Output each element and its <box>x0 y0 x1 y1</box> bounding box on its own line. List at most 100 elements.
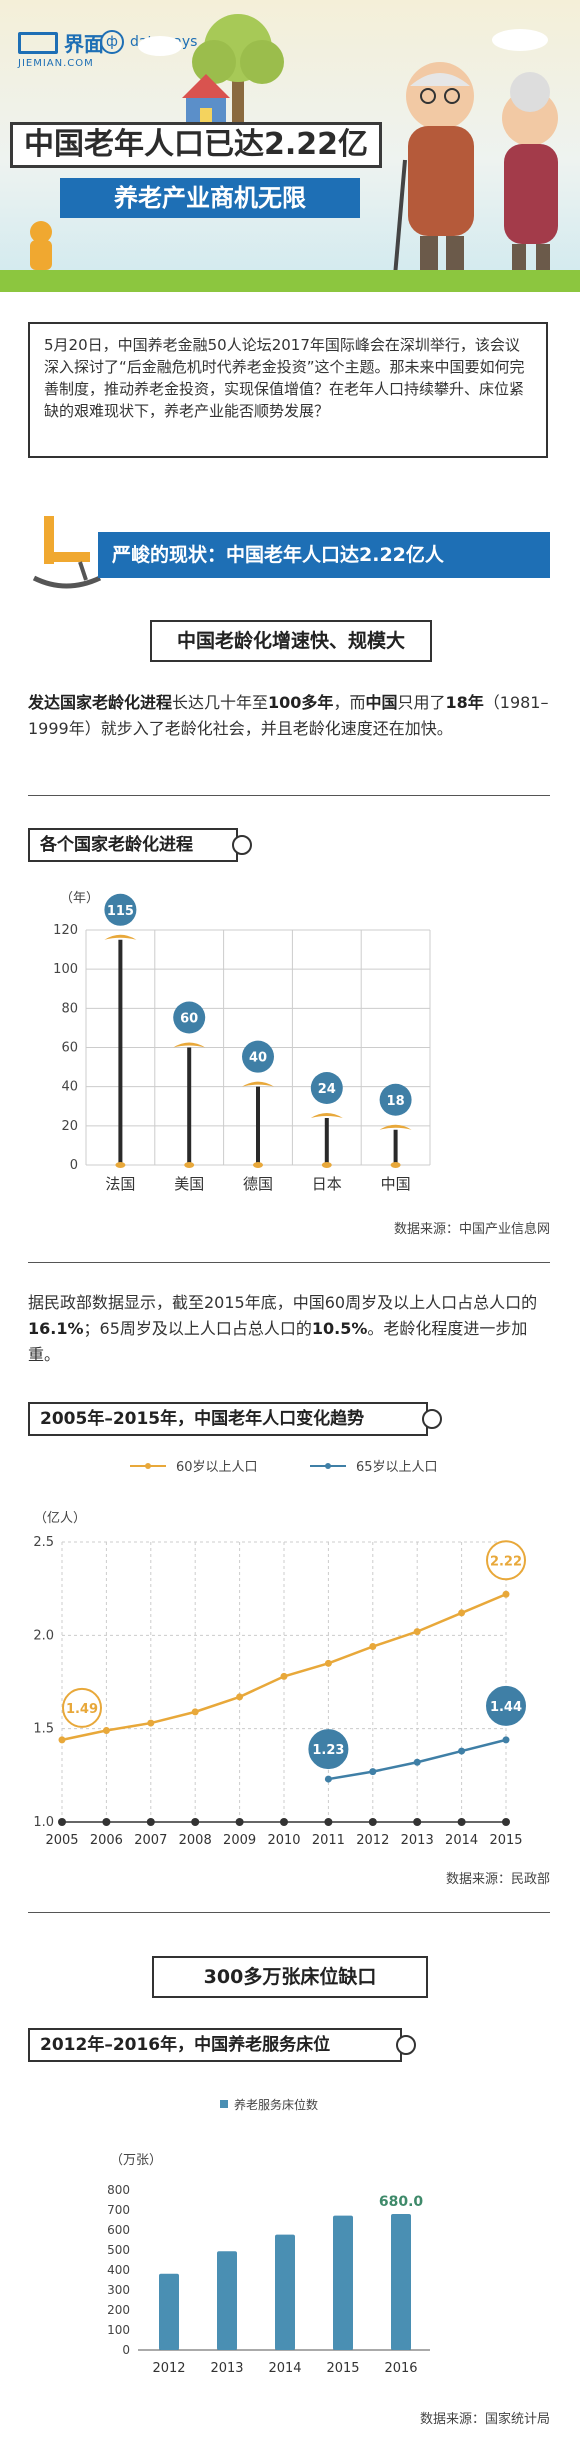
chart2-legend-label: 60岁以上人口 <box>176 1460 258 1475</box>
brand-name: 界面 <box>64 32 104 56</box>
chart2-legend-marker <box>325 1463 331 1469</box>
chart3-ytick: 0 <box>122 2343 130 2357</box>
chart1-title: 各个国家老龄化进程 <box>28 828 252 862</box>
chart3-category-label: 2014 <box>268 2361 301 2376</box>
chart2-axis-dot <box>368 1818 377 1826</box>
chart1-ylabel: （年） <box>60 891 99 906</box>
chart1-value-label: 18 <box>387 1094 405 1109</box>
chart2-title-text: 2005年–2015年，中国老年人口变化趋势 <box>40 1409 365 1429</box>
chart2-axis-dot <box>457 1818 466 1826</box>
chart3-ytick: 400 <box>107 2263 130 2277</box>
chart2-xtick: 2011 <box>312 1833 345 1848</box>
chart2-xtick: 2006 <box>90 1833 123 1848</box>
chart2-xtick: 2009 <box>223 1833 256 1848</box>
para-text: 长达几十年至 <box>172 693 269 712</box>
chart3-category-label: 2015 <box>326 2361 359 2376</box>
elderly-population-line-chart: 60岁以上人口 65岁以上人口 （亿人） 2005 2006 2007 2008 2009 20… <box>33 1460 526 1848</box>
chart1-bar-base <box>321 1162 332 1168</box>
chart3-source: 数据来源：国家统计局 <box>419 2412 550 2427</box>
divider <box>28 1912 550 1913</box>
title-circle-icon <box>396 2035 416 2055</box>
chart3-ytick: 800 <box>107 2183 130 2197</box>
chart3-category-label: 2012 <box>152 2361 185 2376</box>
chart1-value-badge <box>173 1001 206 1034</box>
chart1-value-badge <box>310 1072 343 1104</box>
chart2-ytick: 1.5 <box>33 1722 54 1737</box>
section-title: 严峻的现状：中国老年人口达2.22亿人 <box>112 544 444 566</box>
chart2-axis-dot <box>58 1818 66 1826</box>
chart2-xtick: 2015 <box>489 1833 522 1848</box>
chart1-ytick: 0 <box>70 1158 78 1173</box>
rocking-chair-icon <box>32 516 102 589</box>
chart1-bar-cap <box>104 934 137 940</box>
subtitle-box: 养老产业商机无限 <box>60 178 360 218</box>
chart2-xtick: 2012 <box>356 1833 389 1848</box>
chart3-ytick: 300 <box>107 2283 130 2297</box>
chart2-axis-dot <box>102 1818 111 1826</box>
chart1-value-badge <box>104 893 137 926</box>
para-emph: 中国 <box>365 693 398 712</box>
brand-logo-icon <box>18 31 58 54</box>
chart1-bar-base <box>184 1162 195 1168</box>
chart2-ytick: 2.0 <box>33 1628 54 1643</box>
chart1-bar-base <box>253 1162 263 1168</box>
chart2-series-point <box>413 1758 421 1766</box>
chart2-series-point <box>458 1747 466 1755</box>
chart2-value-label: 1.23 <box>312 1743 344 1758</box>
chart2-ytick: 1.0 <box>33 1815 54 1830</box>
chart3-ytick: 600 <box>107 2223 130 2237</box>
chart1-value-label: 24 <box>318 1082 336 1097</box>
divider <box>28 1262 550 1263</box>
chart2-xtick: 2013 <box>401 1833 434 1848</box>
chart3-ylabel: （万张） <box>110 2153 162 2168</box>
chart2-xtick: 2014 <box>445 1833 478 1848</box>
chart1-category-label: 美国 <box>174 1175 204 1193</box>
chart1-bar-base <box>115 1162 126 1168</box>
chart1-ytick: 120 <box>53 923 78 938</box>
chart2-xtick: 2007 <box>134 1833 167 1848</box>
chart2-ytick: 2.5 <box>33 1535 54 1550</box>
title-circle-icon <box>422 1409 442 1429</box>
chart3-ytick: 100 <box>107 2323 130 2337</box>
chart2-xtick: 2005 <box>45 1833 78 1848</box>
chart2-axis-dot <box>502 1818 510 1826</box>
chart2-axis-dot <box>235 1818 244 1826</box>
chart2-series-point <box>369 1643 377 1651</box>
chart2-value-badge <box>62 1687 102 1728</box>
chart2-value-badge <box>308 1729 349 1770</box>
para-text: 。老龄化程度进一步加重。 <box>28 1319 528 1364</box>
chart2-series-point <box>280 1672 288 1680</box>
bed-gap-heading: 300多万张床位缺口 <box>152 1956 428 1998</box>
chart3-category-label: 2013 <box>210 2361 243 2376</box>
chart3-title: 2012年–2016年，中国养老服务床位 <box>28 2028 416 2062</box>
chart2-axis-dot <box>146 1818 155 1826</box>
chart2-value-label: 2.22 <box>490 1554 522 1569</box>
para-emph: 18年 <box>445 693 484 712</box>
data-says-icon: ф <box>100 30 124 54</box>
chart3-category-label: 2016 <box>384 2361 417 2376</box>
chart2-series-point <box>502 1590 510 1598</box>
chart1-ytick: 60 <box>61 1041 78 1056</box>
aging-paragraph: 发达国家老龄化进程长达几十年至100多年，而中国只用了18年（1981–1999… <box>28 690 550 742</box>
chart1-title-text: 各个国家老龄化进程 <box>40 835 193 855</box>
chart3-bar <box>159 2273 179 2350</box>
para-emph: 16.1% <box>28 1319 84 1338</box>
aging-progress-bar-chart: （年） 0 20 40 60 80 100 120 115 法国 60 美国 40 德国 24 日本 18 中国 <box>53 891 431 1193</box>
title-box: 中国老年人口已达2.22亿 <box>10 122 382 168</box>
brand[interactable]: 界面 <box>18 28 104 57</box>
chart1-bar-base <box>390 1162 401 1168</box>
chart3-title-text: 2012年–2016年，中国养老服务床位 <box>40 2035 331 2055</box>
chart3-value-label: 680.0 <box>379 2194 424 2210</box>
chart3-ytick: 200 <box>107 2303 130 2317</box>
chart2-legend-marker <box>145 1463 151 1469</box>
brand-domain: JIEMIAN.COM <box>18 58 94 69</box>
chart2-series-point <box>58 1736 66 1744</box>
chart1-bar-cap <box>173 1042 206 1048</box>
chart1-value-label: 60 <box>180 1012 198 1027</box>
chart3-bar <box>217 2251 237 2350</box>
chart2-series-point <box>191 1708 199 1716</box>
chart2-value-label: 1.44 <box>490 1700 522 1715</box>
chart1-value-badge <box>379 1083 412 1116</box>
chart2-series-point <box>369 1768 377 1776</box>
chart1-category-label: 中国 <box>381 1175 411 1193</box>
